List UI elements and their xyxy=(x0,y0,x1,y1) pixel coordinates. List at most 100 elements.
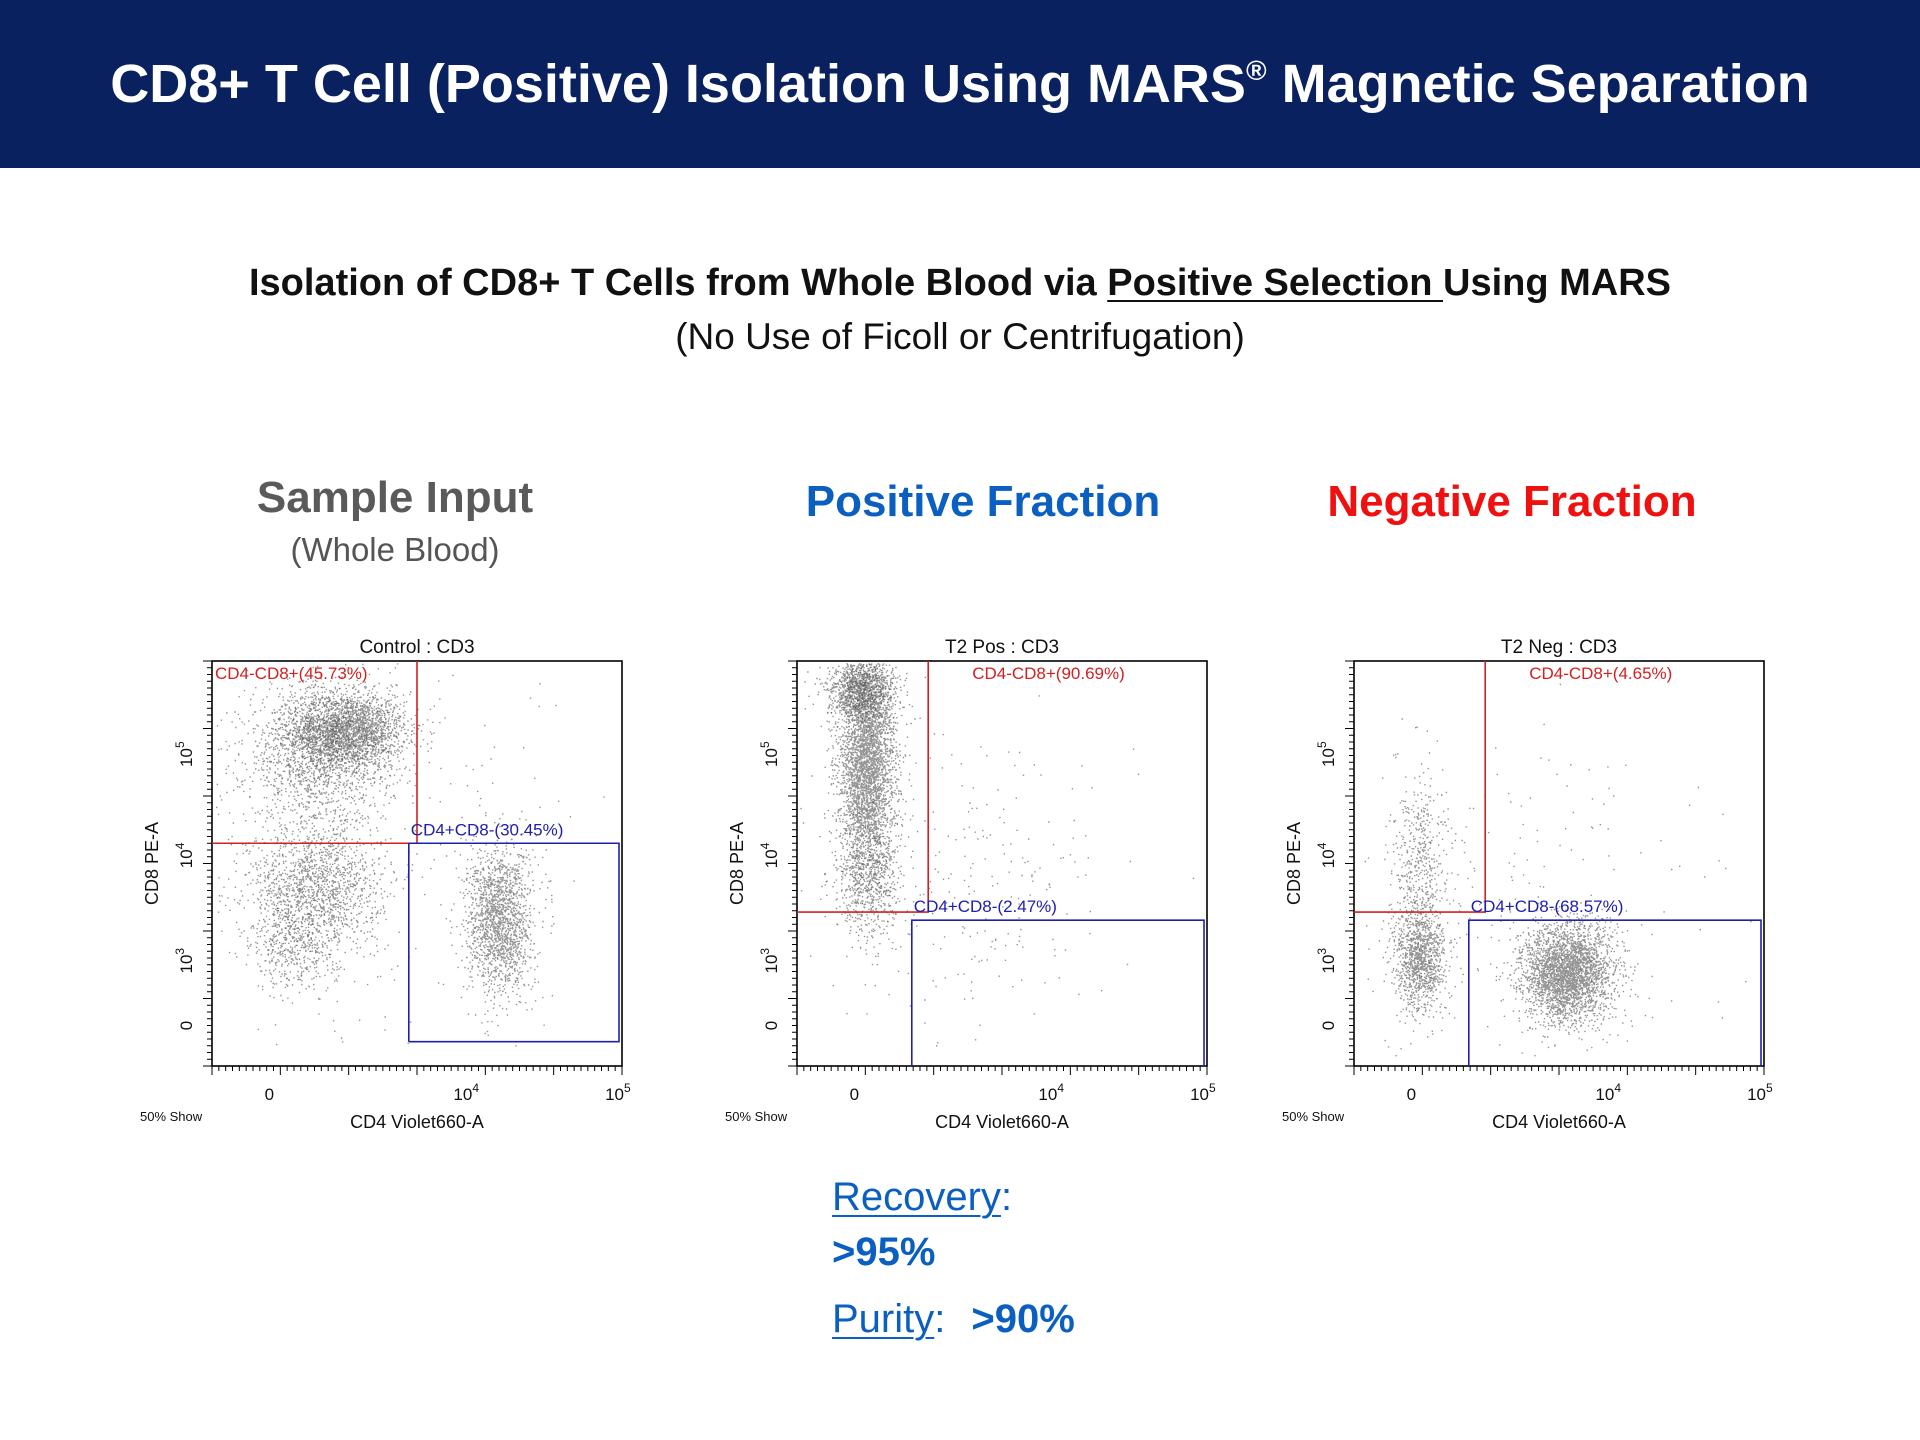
x-tick-exp: 4 xyxy=(472,1081,479,1095)
y-tick-exp: 4 xyxy=(1315,842,1329,849)
x-tick-label: 0 xyxy=(1407,1085,1416,1104)
flow-plot-svg: T2 Neg : CD3 0 103 104 105 0 104 105 CD8 PE-A CD4… xyxy=(1282,637,1773,1132)
y-tick-exp: 3 xyxy=(1315,948,1329,955)
x-tick-exp: 4 xyxy=(1057,1081,1064,1095)
gate-cd4pos-cd8neg xyxy=(911,919,1205,1066)
y-tick-label: 105 xyxy=(758,741,781,767)
gate-cd4neg-cd8pos xyxy=(797,661,929,913)
x-tick-label: 105 xyxy=(1747,1081,1773,1104)
y-tick-exp: 4 xyxy=(173,842,187,849)
subtitle-part1: Isolation of CD8+ T Cells from Whole Blo… xyxy=(248,262,1108,304)
y-tick-exp: 4 xyxy=(758,842,772,849)
y-tick-exp: 3 xyxy=(173,948,187,955)
y-ticks xyxy=(203,660,212,1067)
y-tick-label: 105 xyxy=(1315,741,1338,767)
flow-plot-svg: Control : CD3 0 103 104 105 0 104 105 CD8 PE-A CD… xyxy=(140,637,631,1132)
y-ticks xyxy=(1345,660,1354,1067)
gate-label-cd8pos: CD4-CD8+(4.65%) xyxy=(1529,664,1672,683)
page-title: CD8+ T Cell (Positive) Isolation Using M… xyxy=(110,53,1809,115)
y-tick-label: 103 xyxy=(1315,948,1338,974)
x-ticks xyxy=(211,1066,623,1075)
y-tick-label: 104 xyxy=(1315,842,1338,868)
recovery-row: Recovery: xyxy=(832,1175,1012,1220)
y-tick-label: 0 xyxy=(177,1021,196,1030)
y-tick-exp: 5 xyxy=(758,741,772,748)
event-dots xyxy=(1364,683,1752,1057)
gate-cd4neg-cd8pos xyxy=(1354,661,1486,913)
plot-footer: 50% Show xyxy=(725,1109,788,1124)
y-tick-label: 103 xyxy=(173,948,196,974)
recovery-colon: : xyxy=(1000,1175,1013,1219)
event-dots xyxy=(800,663,1195,1047)
gate-label-cd4pos: CD4+CD8-(30.45%) xyxy=(411,820,564,839)
title-text: CD8+ T Cell (Positive) Isolation Using M… xyxy=(110,54,1246,114)
x-axis-label: CD4 Violet660-A xyxy=(350,1112,484,1132)
plot-title: Control : CD3 xyxy=(359,637,474,658)
registered-mark: ® xyxy=(1245,55,1267,86)
plot-title: T2 Neg : CD3 xyxy=(1501,637,1617,658)
population-2 xyxy=(217,780,424,1004)
population-0 xyxy=(1490,896,1653,1057)
x-ticks xyxy=(796,1066,1208,1075)
purity-row: Purity: >90% xyxy=(832,1297,1075,1342)
y-tick-label: 0 xyxy=(1319,1021,1338,1030)
x-tick-label: 105 xyxy=(1190,1081,1216,1104)
x-tick-label: 104 xyxy=(1038,1081,1064,1104)
y-tick-exp: 3 xyxy=(758,948,772,955)
y-tick-label: 104 xyxy=(173,842,196,868)
panel-title-positive: Positive Fraction xyxy=(805,477,1161,526)
x-tick-exp: 5 xyxy=(624,1081,631,1095)
y-axis-label: CD8 PE-A xyxy=(727,822,747,905)
population-1 xyxy=(804,663,909,731)
panel-note-sample: (Whole Blood) xyxy=(290,531,500,568)
x-tick-label: 104 xyxy=(1595,1081,1621,1104)
x-tick-label: 0 xyxy=(850,1085,859,1104)
flow-plot-svg: T2 Pos : CD3 0 103 104 105 0 104 105 CD8 PE-A CD4… xyxy=(725,637,1216,1132)
x-tick-label: 0 xyxy=(265,1085,274,1104)
event-dots xyxy=(216,663,605,1047)
x-ticks xyxy=(1353,1066,1765,1075)
purity-value: >90% xyxy=(971,1297,1075,1341)
title-bar: CD8+ T Cell (Positive) Isolation Using M… xyxy=(0,0,1920,168)
panel-title-sample: Sample Input xyxy=(256,473,534,522)
y-axis-label: CD8 PE-A xyxy=(1284,822,1304,905)
x-tick-exp: 4 xyxy=(1614,1081,1621,1095)
x-axis-label: CD4 Violet660-A xyxy=(935,1112,1069,1132)
gate-label-cd8pos: CD4-CD8+(45.73%) xyxy=(215,664,368,683)
gate-label-cd8pos: CD4-CD8+(90.69%) xyxy=(972,664,1125,683)
population-3 xyxy=(445,782,555,1047)
y-tick-exp: 5 xyxy=(1315,741,1329,748)
flow-plot-positive: T2 Pos : CD3 0 103 104 105 0 104 105 CD8 PE-A CD4… xyxy=(717,625,1247,1135)
flow-plot-negative: T2 Neg : CD3 0 103 104 105 0 104 105 CD8 PE-A CD4… xyxy=(1274,625,1804,1135)
x-tick-exp: 5 xyxy=(1766,1081,1773,1095)
population-1 xyxy=(1381,886,1462,1045)
purity-colon: : xyxy=(934,1297,946,1341)
recovery-label: Recovery xyxy=(832,1175,1001,1219)
subtitle-note: (No Use of Ficoll or Centrifugation) xyxy=(675,316,1245,357)
subtitle-underlined: Positive Selection xyxy=(1107,262,1444,304)
plot-footer: 50% Show xyxy=(140,1109,203,1124)
plot-title: T2 Pos : CD3 xyxy=(945,637,1059,658)
x-tick-exp: 5 xyxy=(1209,1081,1216,1095)
y-ticks xyxy=(788,660,797,1067)
y-axis-label: CD8 PE-A xyxy=(142,822,162,905)
panel-title-negative: Negative Fraction xyxy=(1327,477,1697,526)
title-text-end: Magnetic Separation xyxy=(1266,54,1810,114)
flow-plot-control: Control : CD3 0 103 104 105 0 104 105 CD8 PE-A CD… xyxy=(132,625,662,1135)
x-tick-label: 105 xyxy=(605,1081,631,1104)
gate-label-cd4pos: CD4+CD8-(2.47%) xyxy=(914,897,1057,916)
subtitle-part2: Using MARS xyxy=(1443,262,1672,304)
y-tick-label: 105 xyxy=(173,741,196,767)
gate-label-cd4pos: CD4+CD8-(68.57%) xyxy=(1471,897,1624,916)
y-tick-label: 103 xyxy=(758,948,781,974)
purity-label: Purity xyxy=(832,1297,935,1341)
gate-cd4pos-cd8neg xyxy=(1468,919,1762,1066)
x-axis-label: CD4 Violet660-A xyxy=(1492,1112,1626,1132)
subtitle: Isolation of CD8+ T Cells from Whole Blo… xyxy=(0,262,1920,305)
gate-cd4pos-cd8neg xyxy=(407,842,620,1043)
plot-footer: 50% Show xyxy=(1282,1109,1345,1124)
x-tick-label: 104 xyxy=(453,1081,479,1104)
population-0 xyxy=(820,663,927,966)
y-tick-label: 0 xyxy=(762,1021,781,1030)
recovery-value: >95% xyxy=(832,1230,936,1274)
